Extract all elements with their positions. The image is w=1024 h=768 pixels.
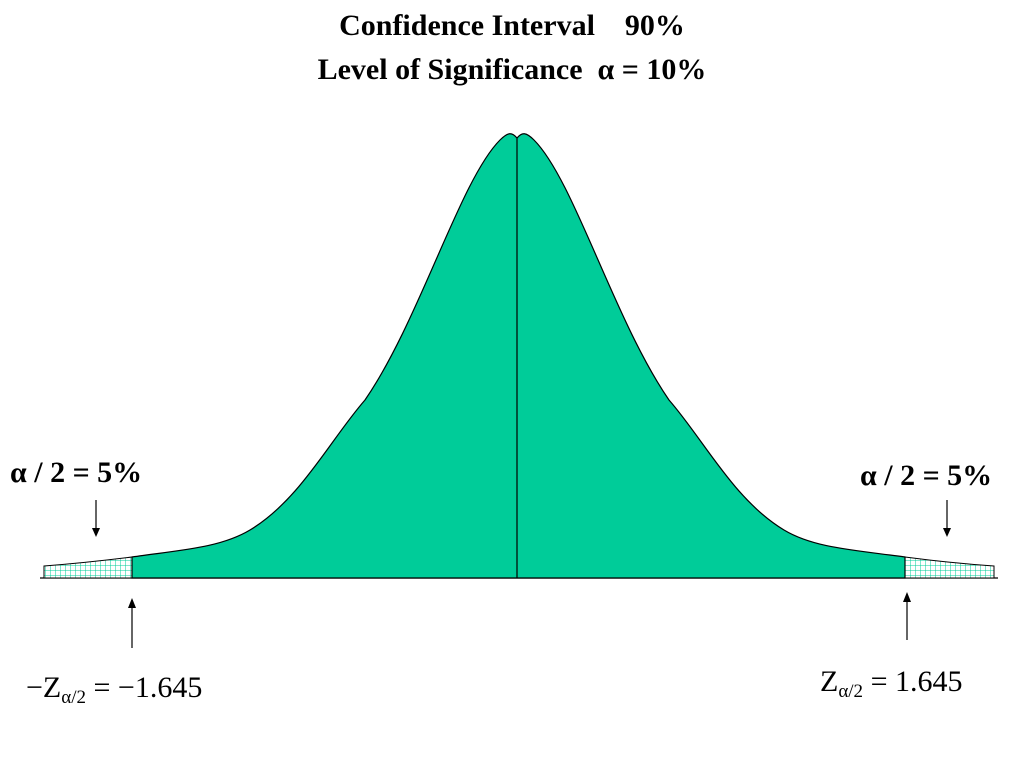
title-line-2: Level of Significance α = 10% — [317, 53, 707, 86]
right-tail-region — [904, 556, 995, 579]
confidence-region — [131, 133, 906, 579]
left-tail-arrow — [92, 500, 100, 537]
left-critical-arrow — [128, 598, 136, 648]
left-tail-alpha-label: α / 2 = 5% — [10, 456, 143, 489]
left-critical-value: −Zα/2 = −1.645 — [26, 670, 202, 716]
right-critical-arrow — [903, 592, 911, 640]
left-tail-region — [43, 556, 133, 579]
left-z-value: = −1.645 — [85, 671, 203, 704]
title-line-1: Confidence Interval 90% — [339, 9, 685, 42]
right-critical-value: Zα/2 = 1.645 — [820, 664, 962, 710]
left-z-subscript: α/2 — [61, 687, 86, 708]
right-tail-alpha-label: α / 2 = 5% — [860, 459, 993, 492]
right-z-symbol: Z — [820, 665, 839, 698]
right-tail-arrow — [943, 500, 951, 537]
right-z-subscript: α/2 — [838, 681, 864, 702]
left-z-symbol: −Z — [26, 671, 62, 704]
right-z-value: = 1.645 — [863, 665, 963, 698]
